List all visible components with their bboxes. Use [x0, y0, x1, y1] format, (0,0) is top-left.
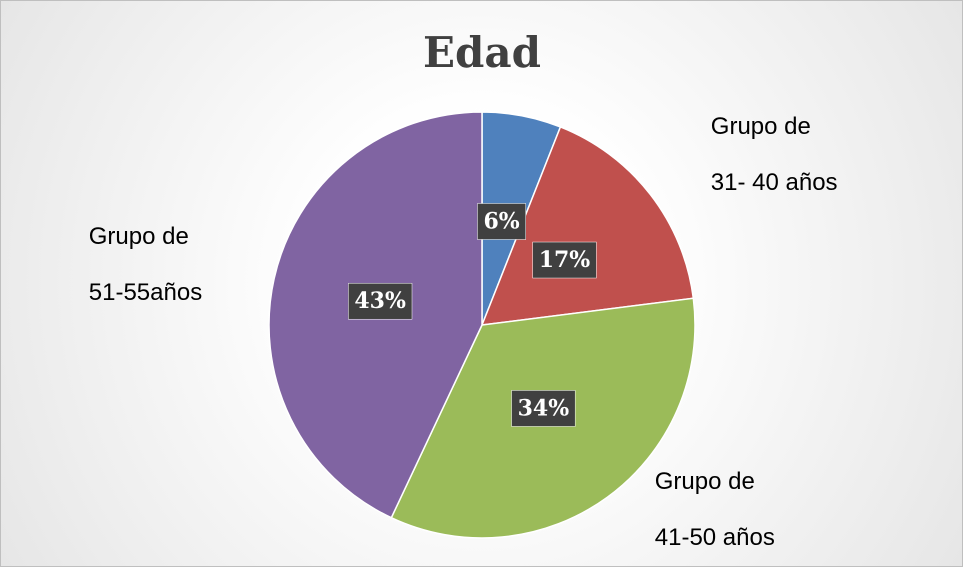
data-label-box — [348, 282, 413, 320]
category-label: Grupo de 41-50 años — [654, 468, 775, 551]
data-label-box — [511, 390, 576, 427]
data-label-box — [477, 203, 527, 240]
data-label: 6% — [483, 208, 519, 234]
data-label: 43% — [354, 288, 406, 314]
data-label-box — [532, 241, 597, 279]
data-label: 17% — [539, 247, 591, 273]
data-label: 34% — [518, 395, 570, 421]
category-label: Grupo de 51-55años — [88, 222, 203, 306]
category-label: Grupo de 31- 40 años — [710, 113, 838, 197]
chart-title: Edad — [423, 28, 541, 77]
